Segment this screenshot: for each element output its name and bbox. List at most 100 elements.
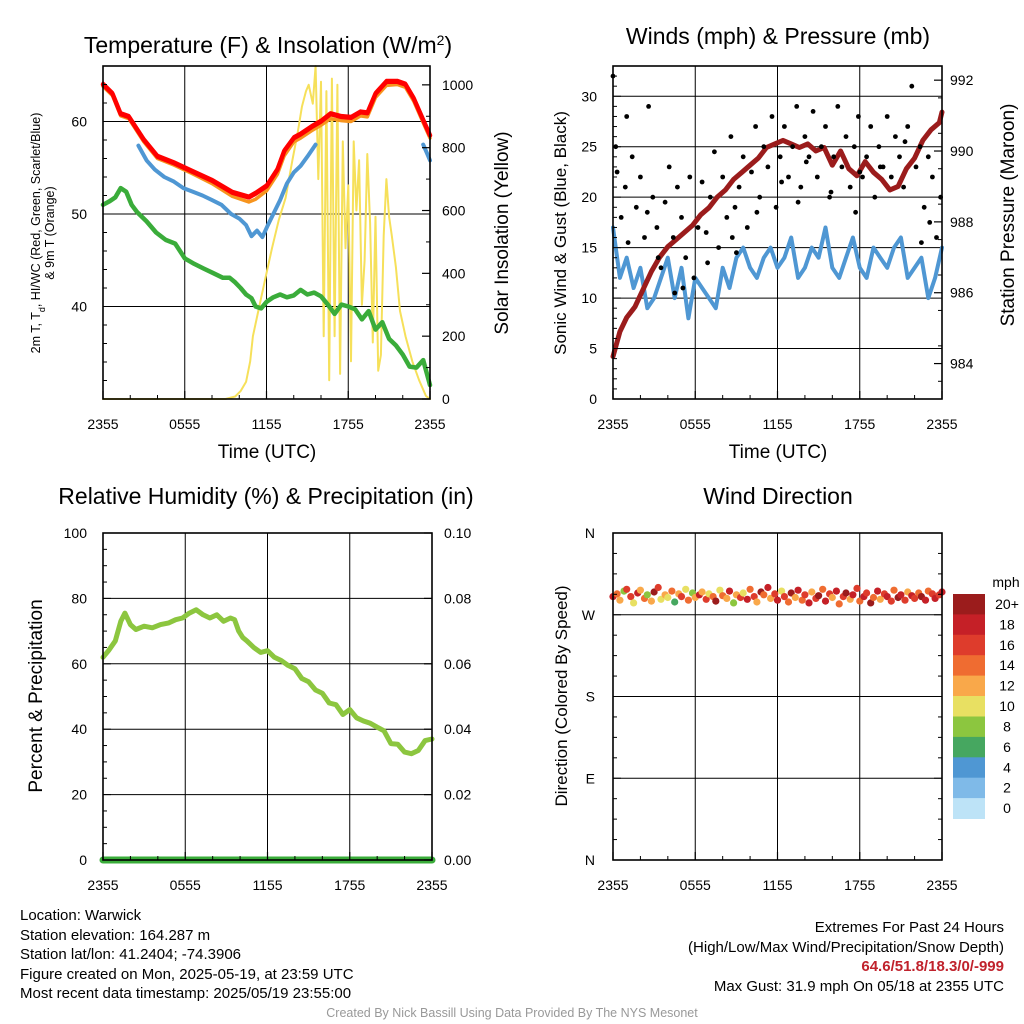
- wind-direction-point: [832, 587, 841, 595]
- gust-point: [902, 139, 908, 145]
- gust-point: [622, 184, 628, 190]
- y-tick-label-right: 990: [950, 143, 974, 159]
- wind-direction-panel-title: Wind Direction: [703, 483, 853, 509]
- gust-point: [614, 169, 620, 175]
- wind-direction-point: [636, 586, 645, 594]
- extremes-title: Extremes For Past 24 Hours: [814, 919, 1004, 936]
- temperature-xlabel: Time (UTC): [218, 442, 317, 463]
- gust-point: [868, 124, 874, 129]
- gust-point: [734, 250, 739, 256]
- wind-direction-point: [616, 596, 624, 604]
- colorbar-label: 12: [999, 678, 1015, 694]
- wind-direction-point: [805, 599, 813, 607]
- wind-direction-point: [821, 597, 830, 605]
- gust-point: [851, 144, 857, 150]
- wind-direction-point: [668, 587, 676, 595]
- x-tick-label: 0555: [169, 416, 200, 432]
- gust-point: [740, 154, 746, 160]
- gust-point: [909, 83, 915, 89]
- x-tick-label: 2355: [87, 877, 118, 893]
- winds-ylabel-left: Sonic Wind & Gust (Blue, Black): [551, 111, 570, 355]
- station-location: Location: Warwick: [20, 907, 142, 924]
- gust-point: [642, 235, 647, 240]
- y-tick-label-direction: W: [582, 607, 596, 623]
- colorbar-swatch: [953, 798, 985, 819]
- gust-point: [872, 194, 878, 200]
- x-tick-label: 1155: [252, 877, 282, 893]
- gust-point: [699, 179, 705, 185]
- winds-xlabel: Time (UTC): [729, 442, 828, 463]
- y-tick-label-left: 20: [581, 189, 597, 205]
- wind-direction-point: [849, 591, 857, 599]
- gust-point: [687, 174, 693, 180]
- x-tick-label: 2355: [597, 877, 628, 893]
- y-tick-label-right: 0.00: [444, 852, 471, 868]
- colorbar-label: 18: [999, 616, 1015, 632]
- wind-direction-point: [780, 593, 789, 601]
- gust-point: [658, 265, 664, 271]
- gust-point: [757, 194, 763, 200]
- colorbar-label: 8: [1003, 719, 1011, 735]
- temperature-series: [100, 65, 433, 400]
- series-sonic-wind: [611, 225, 944, 321]
- gust-point: [828, 189, 834, 195]
- colorbar-label: 16: [999, 637, 1015, 653]
- gust-point: [654, 225, 660, 230]
- gust-point: [749, 169, 754, 175]
- gust-point: [724, 215, 730, 220]
- colorbar-swatch: [953, 675, 985, 697]
- temperature-ticks: 2355 0555 1155 1755 235540506002004006008001…: [71, 77, 473, 432]
- gust-point: [888, 174, 894, 180]
- colorbar-label: 20+: [995, 596, 1019, 612]
- gust-point: [624, 114, 630, 119]
- gust-point: [893, 134, 898, 140]
- gust-point: [633, 204, 639, 210]
- y-tick-label-right: 200: [442, 328, 466, 344]
- y-tick-label-right: 800: [442, 140, 466, 156]
- station-info: Location: Warwick Station elevation: 164…: [20, 906, 354, 1004]
- wind-direction-point: [746, 585, 754, 593]
- gust-point: [650, 194, 656, 200]
- gust-point: [644, 209, 650, 215]
- temperature-ylabel-left-line2: & 9m T (Orange): [43, 186, 57, 279]
- gust-point: [705, 260, 710, 266]
- max-gust: Max Gust: 31.9 mph On 05/18 at 2355 UTC: [713, 977, 1004, 995]
- wind-direction-point: [702, 595, 710, 603]
- y-tick-label-left: 80: [71, 590, 87, 606]
- wind-direction-point: [627, 593, 635, 601]
- y-tick-label-right: 0.06: [444, 656, 471, 672]
- colorbar-swatch: [953, 696, 985, 717]
- gust-point: [876, 144, 882, 150]
- x-tick-label: 2355: [926, 877, 957, 893]
- colorbar-swatch: [953, 594, 985, 615]
- gust-point: [679, 215, 684, 220]
- gust-point: [655, 255, 661, 261]
- wind-direction-point: [743, 595, 751, 603]
- wind-direction-point: [723, 594, 731, 603]
- gust-point: [802, 134, 808, 140]
- wind-direction-point: [901, 596, 909, 604]
- x-tick-label: 1155: [251, 416, 281, 432]
- wind-direction-point: [835, 600, 843, 608]
- gust-point: [716, 245, 721, 251]
- y-tick-label-right: 0.02: [444, 787, 471, 803]
- wind-direction-point: [739, 589, 747, 597]
- temperature-panel-title: Temperature (F) & Insolation (W/m2): [84, 32, 452, 58]
- gust-point: [917, 144, 923, 150]
- station-elevation: Station elevation: 164.287 m: [20, 926, 211, 944]
- wind-direction-point: [764, 583, 772, 592]
- x-tick-label: 2355: [416, 877, 447, 893]
- gust-point: [814, 174, 820, 180]
- gust-point: [761, 144, 767, 150]
- x-tick-label: 0555: [680, 877, 711, 893]
- wind-direction-point: [869, 593, 878, 602]
- gust-point: [921, 204, 927, 210]
- series-station-pressure: [610, 109, 945, 359]
- gust-point: [827, 194, 832, 200]
- gust-point: [877, 164, 883, 170]
- gust-point: [897, 154, 902, 160]
- gust-point: [670, 235, 676, 240]
- temperature-ylabel-left-line1: 2m T, Td, HI/WC (Red, Green, Scarlet/Blu…: [29, 113, 47, 354]
- wind-direction-point: [753, 598, 761, 606]
- wind-direction-point: [808, 588, 816, 596]
